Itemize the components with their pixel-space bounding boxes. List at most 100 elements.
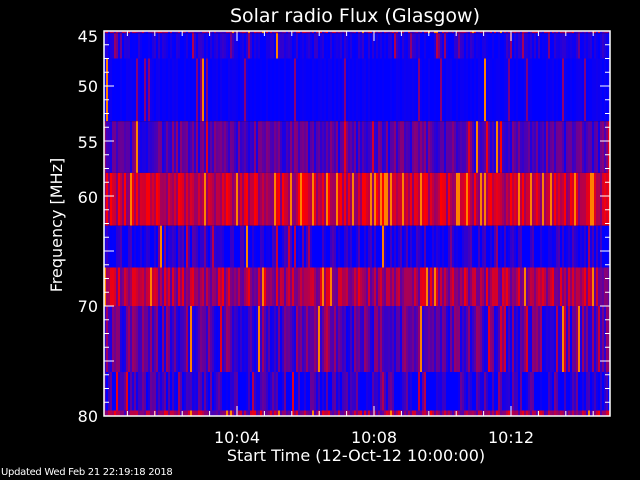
heatmap-cell	[584, 306, 586, 372]
heatmap-cell	[564, 410, 566, 416]
heatmap-cell	[450, 33, 452, 59]
heatmap-cell	[460, 372, 462, 411]
heatmap-cell	[444, 172, 446, 226]
heatmap-cell	[340, 225, 342, 268]
heatmap-cell	[526, 172, 528, 226]
heatmap-cell	[224, 372, 226, 411]
heatmap-cell	[364, 33, 366, 59]
heatmap-cell	[342, 172, 344, 226]
heatmap-cell	[436, 410, 438, 416]
heatmap-cell	[156, 33, 158, 59]
heatmap-cell	[352, 58, 354, 122]
heatmap-cell	[602, 372, 604, 411]
heatmap-cell	[498, 172, 500, 226]
heatmap-cell	[560, 372, 562, 411]
heatmap-cell	[412, 58, 414, 122]
heatmap-cell	[588, 410, 590, 416]
heatmap-cell	[162, 410, 164, 416]
heatmap-cell	[310, 31, 312, 34]
heatmap-cell	[206, 410, 208, 416]
heatmap-cell	[350, 225, 352, 268]
heatmap-cell	[274, 410, 276, 416]
heatmap-cell	[244, 306, 246, 372]
heatmap-cell	[134, 410, 136, 416]
heatmap-cell	[588, 172, 590, 226]
heatmap-cell	[420, 410, 422, 416]
heatmap-cell	[424, 121, 426, 173]
heatmap-cell	[520, 410, 522, 416]
heatmap-cell	[140, 306, 142, 372]
heatmap-cell	[146, 31, 148, 34]
heatmap-cell	[584, 31, 586, 34]
heatmap-cell	[408, 410, 410, 416]
heatmap-cell	[284, 306, 286, 372]
heatmap-cell	[216, 172, 218, 226]
heatmap-cell	[508, 58, 510, 122]
heatmap-cell	[210, 372, 212, 411]
heatmap-cell	[278, 31, 280, 34]
heatmap-cell	[324, 121, 326, 173]
heatmap-cell	[314, 31, 316, 34]
heatmap-cell	[366, 58, 368, 122]
heatmap-cell	[452, 410, 454, 416]
heatmap-cell	[452, 306, 454, 372]
heatmap-cell	[524, 410, 526, 416]
heatmap-cell	[600, 267, 602, 306]
heatmap-cell	[264, 225, 266, 268]
heatmap-cell	[564, 267, 566, 306]
heatmap-cell	[118, 267, 120, 306]
heatmap-cell	[552, 33, 554, 59]
heatmap-cell	[412, 31, 414, 34]
heatmap-cell	[172, 306, 174, 372]
heatmap-cell	[558, 172, 560, 226]
heatmap-cell	[144, 31, 146, 34]
heatmap-cell	[604, 372, 606, 411]
heatmap-cell	[254, 33, 256, 59]
heatmap-cell	[436, 225, 438, 268]
heatmap-cell	[164, 372, 166, 411]
heatmap-cell	[428, 33, 430, 59]
heatmap-cell	[306, 306, 308, 372]
heatmap-cell	[140, 33, 142, 59]
heatmap-cell	[412, 306, 414, 372]
heatmap-cell	[152, 267, 154, 306]
heatmap-cell	[550, 31, 552, 34]
heatmap-cell	[276, 31, 278, 34]
heatmap-cell	[140, 58, 142, 122]
heatmap-cell	[292, 410, 294, 416]
heatmap-cell	[426, 58, 428, 122]
heatmap-cell	[486, 410, 488, 416]
heatmap-cell	[290, 33, 292, 59]
heatmap-cell	[380, 58, 382, 122]
heatmap-cell	[586, 306, 588, 372]
heatmap-cell	[306, 121, 308, 173]
heatmap-cell	[170, 58, 172, 122]
heatmap-cell	[502, 31, 504, 34]
heatmap-cell	[432, 410, 434, 416]
heatmap-cell	[404, 410, 406, 416]
heatmap-cell	[388, 306, 390, 372]
heatmap-cell	[240, 172, 242, 226]
heatmap-cell	[488, 267, 490, 306]
heatmap-cell	[602, 58, 604, 122]
heatmap-cell	[496, 121, 498, 173]
heatmap-cell	[114, 33, 116, 59]
heatmap-cell	[152, 121, 154, 173]
heatmap-cell	[500, 372, 502, 411]
heatmap-cell	[454, 58, 456, 122]
heatmap-cell	[506, 58, 508, 122]
heatmap-cell	[368, 31, 370, 34]
heatmap-cell	[158, 372, 160, 411]
heatmap-cell	[582, 225, 584, 268]
heatmap-cell	[578, 410, 580, 416]
heatmap-cell	[368, 372, 370, 411]
heatmap-cell	[156, 372, 158, 411]
heatmap-cell	[254, 267, 256, 306]
heatmap-cell	[324, 372, 326, 411]
heatmap-cell	[238, 267, 240, 306]
heatmap-cell	[606, 31, 608, 34]
heatmap-cell	[464, 410, 466, 416]
heatmap-cell	[178, 225, 180, 268]
heatmap-cell	[152, 410, 154, 416]
heatmap-cell	[186, 372, 188, 411]
